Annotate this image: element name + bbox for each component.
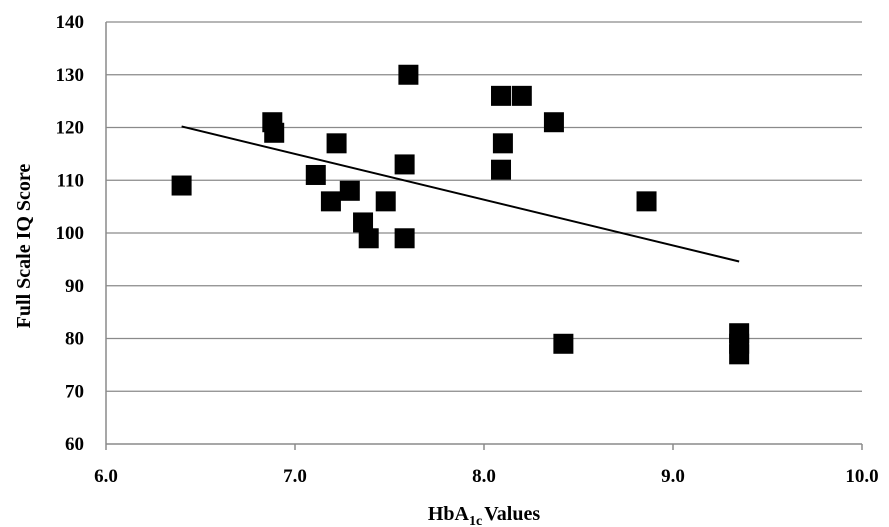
x-tick-label: 9.0	[661, 466, 685, 487]
trendline-group	[181, 125, 740, 263]
x-tick-labels: 6.0 7.0 8.0 9.0 10.0	[94, 466, 879, 487]
y-tick-label: 60	[65, 434, 84, 455]
data-point	[511, 85, 532, 106]
data-point	[305, 164, 326, 185]
x-tick-label: 10.0	[845, 466, 878, 487]
x-tick-label: 8.0	[472, 466, 496, 487]
data-point	[171, 175, 192, 196]
data-point	[491, 159, 512, 180]
axes	[105, 22, 863, 450]
data-point	[339, 180, 360, 201]
x-axis-title-main: HbA	[428, 503, 470, 525]
data-point	[636, 191, 657, 212]
data-point	[375, 191, 396, 212]
y-tick-label: 130	[56, 65, 85, 86]
data-point	[353, 212, 374, 233]
data-point	[492, 133, 513, 154]
trendline	[181, 125, 740, 263]
data-point	[326, 133, 347, 154]
y-tick-label: 70	[65, 381, 84, 402]
y-tick-label: 80	[65, 329, 84, 350]
data-point	[320, 191, 341, 212]
y-tick-labels: 60 70 80 90 100 110 120 130 140	[56, 12, 85, 455]
data-point	[394, 154, 415, 175]
x-axis-title-subscript: 1c	[469, 514, 482, 527]
x-tick-label: 7.0	[283, 466, 307, 487]
data-point	[358, 228, 379, 249]
x-axis-title: HbA1c Values	[428, 503, 541, 527]
x-axis-title-suffix: Values	[484, 503, 540, 525]
data-point	[543, 112, 564, 133]
y-tick-label: 140	[56, 12, 85, 33]
data-point	[264, 122, 285, 143]
data-points	[171, 64, 750, 365]
y-tick-label: 100	[56, 223, 85, 244]
y-tick-label: 110	[57, 170, 84, 191]
data-point	[729, 344, 750, 365]
data-point	[491, 85, 512, 106]
y-tick-label: 90	[65, 276, 84, 297]
data-point	[398, 64, 419, 85]
y-axis-title: Full Scale IQ Score	[13, 164, 35, 329]
data-point	[553, 333, 574, 354]
data-point	[394, 228, 415, 249]
gridlines	[106, 21, 862, 392]
x-tick-label: 6.0	[94, 466, 118, 487]
y-tick-label: 120	[56, 118, 85, 139]
